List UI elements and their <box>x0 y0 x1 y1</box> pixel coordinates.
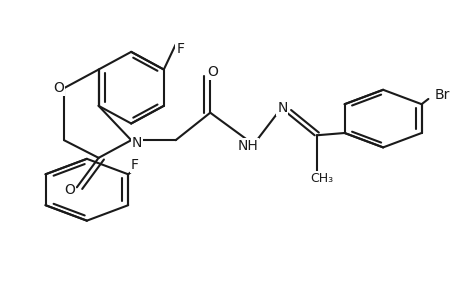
Text: O: O <box>207 65 218 79</box>
Text: CH₃: CH₃ <box>309 172 332 185</box>
Text: F: F <box>176 42 184 56</box>
Text: O: O <box>64 183 75 197</box>
Text: N: N <box>131 136 141 150</box>
Text: F: F <box>131 158 139 172</box>
Text: N: N <box>277 101 287 115</box>
Text: O: O <box>53 81 64 95</box>
Text: Br: Br <box>433 88 449 101</box>
Text: NH: NH <box>237 139 257 153</box>
